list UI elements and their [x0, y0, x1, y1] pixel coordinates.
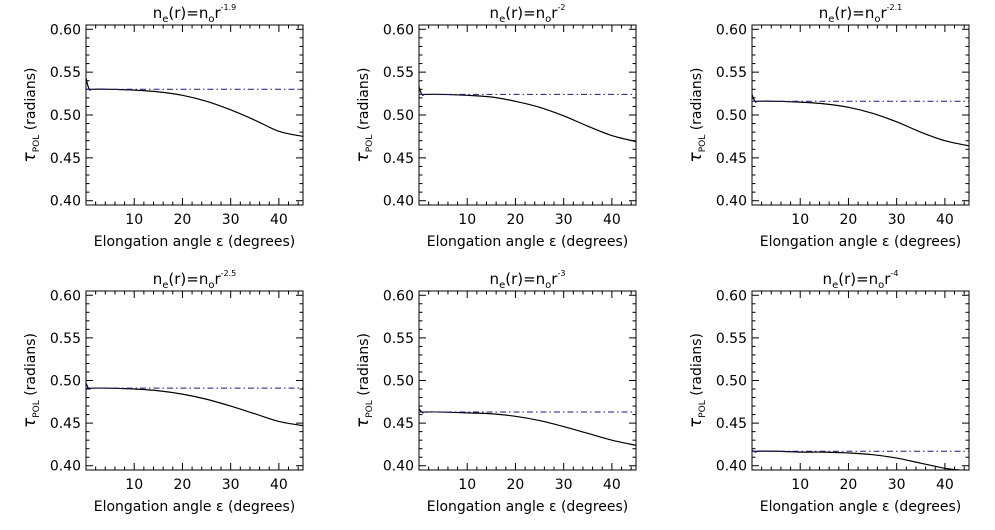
x-tick-label: 20	[507, 212, 525, 228]
x-tick-label: 40	[936, 477, 954, 493]
y-tick-label: 0.50	[50, 108, 81, 124]
y-tick-label: 0.45	[50, 416, 81, 432]
x-tick-label: 20	[507, 477, 525, 493]
y-tick-label: 0.50	[50, 374, 81, 390]
x-tick-label: 40	[603, 212, 621, 228]
y-tick-label: 0.45	[383, 416, 414, 432]
x-axis-label: Elongation angle ε (degrees)	[427, 234, 629, 250]
x-axis-label: Elongation angle ε (degrees)	[94, 234, 296, 250]
x-tick-label: 10	[125, 477, 143, 493]
x-axis-label: Elongation angle ε (degrees)	[94, 499, 296, 515]
plot-frame	[751, 24, 970, 206]
chart-title: ne(r)=nor-2	[490, 3, 566, 25]
series-line-model	[86, 77, 303, 138]
y-tick-label: 0.55	[383, 331, 414, 347]
x-tick-label: 40	[270, 212, 288, 228]
y-tick-label: 0.60	[383, 288, 414, 304]
chart-panel-4: 10 20 30 40 0.40 0.45 0.50 0.55 0.60 Elongation a…	[20, 269, 304, 515]
x-tick-label: 20	[840, 477, 858, 493]
x-tick-label: 30	[222, 212, 240, 228]
plot-frame	[85, 290, 304, 471]
x-tick-label: 30	[888, 212, 906, 228]
y-axis-label: τPOL (radians)	[20, 67, 42, 162]
y-axis-label: τPOL (radians)	[353, 67, 375, 162]
chart-panel-3: 10 20 30 40 0.40 0.45 0.50 0.55 0.60 Elongation a…	[686, 3, 970, 250]
x-tick-label: 40	[936, 212, 954, 228]
plot-frame	[418, 24, 637, 206]
x-axis-label: Elongation angle ε (degrees)	[760, 499, 962, 515]
series-line-model	[419, 86, 636, 143]
series-line-model	[419, 408, 636, 446]
y-tick-label: 0.40	[716, 459, 747, 475]
y-tick-label: 0.40	[50, 194, 81, 210]
x-tick-label: 10	[791, 477, 809, 493]
series-line-model	[752, 449, 960, 470]
y-tick-label: 0.60	[50, 22, 81, 38]
chart-title: ne(r)=nor-2.5	[153, 269, 237, 291]
y-tick-label: 0.40	[50, 459, 81, 475]
chart-panel-5: 10 20 30 40 0.40 0.45 0.50 0.55 0.60 Elongation a…	[353, 269, 637, 515]
x-tick-label: 20	[174, 477, 192, 493]
y-tick-label: 0.45	[50, 151, 81, 167]
chart-panel-2: 10 20 30 40 0.40 0.45 0.50 0.55 0.60 Elongation a…	[353, 3, 637, 250]
x-tick-label: 40	[603, 477, 621, 493]
y-tick-label: 0.55	[50, 65, 81, 81]
y-tick-label: 0.50	[383, 374, 414, 390]
chart-title: ne(r)=nor-2.1	[819, 3, 903, 25]
chart-panel-6: 10 20 30 40 0.40 0.45 0.50 0.55 0.60 Elongation a…	[686, 269, 970, 515]
chart-title: ne(r)=nor-1.9	[153, 3, 237, 25]
plot-frame	[751, 290, 970, 471]
y-tick-label: 0.50	[716, 108, 747, 124]
series-line-model	[86, 382, 303, 427]
chart-title: ne(r)=nor-4	[823, 269, 899, 291]
chart-panel-1: 10 20 30 40 0.40 0.45 0.50 0.55 0.60 Elongation a…	[20, 3, 304, 250]
chart-title: ne(r)=nor-3	[490, 269, 566, 291]
y-tick-label: 0.55	[716, 65, 747, 81]
y-tick-label: 0.50	[716, 374, 747, 390]
y-tick-label: 0.55	[383, 65, 414, 81]
y-tick-label: 0.60	[383, 22, 414, 38]
x-axis-label: Elongation angle ε (degrees)	[760, 234, 962, 250]
y-axis-label: τPOL (radians)	[20, 333, 42, 428]
y-tick-label: 0.45	[383, 151, 414, 167]
y-axis-label: τPOL (radians)	[686, 333, 708, 428]
y-axis-label: τPOL (radians)	[353, 333, 375, 428]
y-tick-label: 0.55	[716, 331, 747, 347]
y-tick-label: 0.60	[716, 288, 747, 304]
x-tick-label: 10	[791, 212, 809, 228]
x-tick-label: 10	[125, 212, 143, 228]
y-axis-label: τPOL (radians)	[686, 67, 708, 162]
x-tick-label: 40	[270, 477, 288, 493]
y-tick-label: 0.45	[716, 416, 747, 432]
y-tick-label: 0.40	[716, 194, 747, 210]
y-tick-label: 0.40	[383, 194, 414, 210]
y-tick-label: 0.40	[383, 459, 414, 475]
x-tick-label: 30	[555, 477, 573, 493]
x-tick-label: 10	[458, 212, 476, 228]
y-tick-label: 0.45	[716, 151, 747, 167]
y-tick-label: 0.50	[383, 108, 414, 124]
plot-frame	[418, 290, 637, 471]
y-tick-label: 0.60	[716, 22, 747, 38]
x-tick-label: 20	[174, 212, 192, 228]
x-tick-label: 30	[888, 477, 906, 493]
y-tick-label: 0.55	[50, 331, 81, 347]
x-tick-label: 20	[840, 212, 858, 228]
x-tick-label: 10	[458, 477, 476, 493]
x-tick-label: 30	[222, 477, 240, 493]
plot-frame	[85, 24, 304, 206]
y-tick-label: 0.60	[50, 288, 81, 304]
x-tick-label: 30	[555, 212, 573, 228]
x-axis-label: Elongation angle ε (degrees)	[427, 499, 629, 515]
series-line-model	[752, 94, 969, 147]
